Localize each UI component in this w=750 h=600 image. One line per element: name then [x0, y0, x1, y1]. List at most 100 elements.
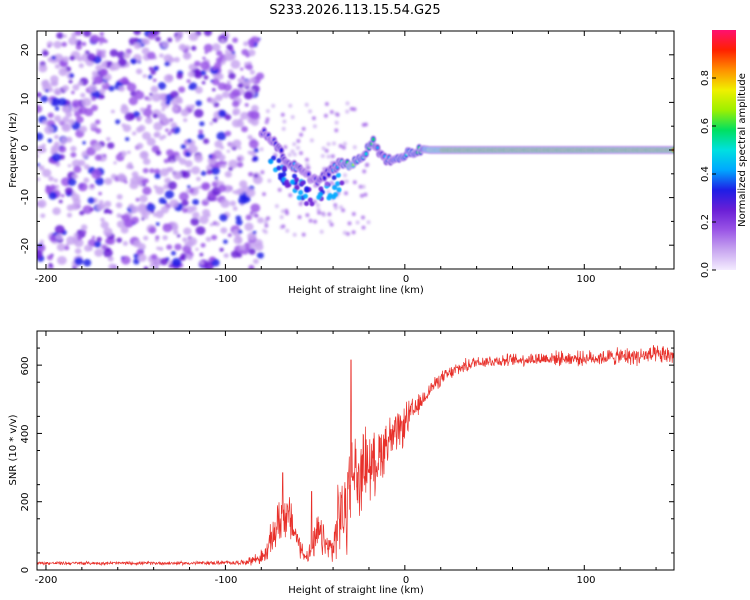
y-tick-label: 0: [20, 567, 31, 573]
noise-blob: [41, 168, 52, 178]
noise-blob: [121, 103, 128, 110]
noise-blob: [212, 43, 221, 52]
noise-blob: [220, 38, 225, 43]
noise-blob: [232, 37, 239, 43]
noise-blob: [133, 258, 140, 265]
noise-blob: [61, 41, 67, 47]
noise-blob: [147, 51, 156, 60]
noise-blob: [72, 84, 80, 91]
noise-blob: [333, 206, 338, 210]
noise-blob: [78, 182, 88, 192]
noise-blob: [281, 224, 286, 229]
noise-blob: [299, 151, 303, 156]
noise-blob: [126, 82, 137, 92]
noise-blob: [44, 125, 54, 135]
noise-blob: [200, 170, 207, 176]
y-tick-label: -20: [20, 238, 31, 254]
noise-blob: [146, 137, 156, 146]
noise-blob: [103, 210, 108, 214]
noise-blob: [305, 162, 310, 167]
noise-blob: [37, 201, 40, 207]
noise-blob: [166, 149, 174, 157]
noise-blob: [135, 68, 143, 75]
noise-blob: [253, 148, 259, 153]
noise-blob: [203, 31, 212, 37]
noise-blob: [100, 221, 109, 229]
noise-blob: [351, 230, 356, 235]
noise-blob: [194, 60, 201, 67]
noise-blob: [281, 209, 285, 214]
ridge-lobe: [333, 192, 338, 198]
noise-blob: [224, 52, 234, 62]
noise-blob: [205, 236, 212, 242]
noise-blob: [251, 104, 259, 113]
noise-blob: [136, 126, 143, 133]
noise-blob: [87, 53, 96, 62]
noise-blob: [138, 203, 147, 211]
noise-blob: [48, 87, 54, 93]
noise-blob: [226, 44, 234, 51]
noise-blob: [113, 161, 117, 165]
noise-blob: [223, 83, 232, 92]
noise-blob: [202, 56, 206, 60]
noise-blob: [91, 170, 102, 179]
ridge-lobe: [339, 180, 345, 186]
noise-blob: [206, 169, 213, 175]
noise-blob: [47, 138, 53, 143]
noise-blob: [173, 225, 179, 230]
noise-blob: [53, 178, 58, 183]
spectrogram-cells: [37, 31, 674, 269]
noise-blob: [237, 161, 244, 168]
noise-blob: [232, 206, 238, 211]
ridge-core: [364, 152, 368, 156]
noise-blob: [159, 53, 164, 58]
noise-blob: [41, 64, 45, 69]
noise-blob: [195, 247, 199, 251]
noise-blob: [139, 107, 145, 113]
noise-blob: [66, 212, 73, 218]
noise-blob: [202, 209, 211, 217]
y-tick-label: 20: [20, 44, 31, 57]
noise-blob: [154, 173, 161, 179]
noise-blob: [71, 90, 75, 95]
noise-blob: [215, 94, 223, 102]
noise-blob: [264, 223, 269, 228]
noise-blob: [165, 100, 171, 105]
noise-blob: [345, 101, 350, 106]
noise-blob: [58, 67, 68, 77]
noise-blob: [211, 234, 218, 241]
noise-blob: [241, 194, 251, 203]
noise-blob: [257, 217, 264, 224]
noise-blob: [184, 160, 193, 168]
noise-blob: [263, 230, 268, 234]
noise-blob: [57, 256, 67, 265]
noise-blob: [223, 161, 227, 165]
noise-blob: [78, 159, 86, 167]
noise-blob: [183, 52, 191, 59]
noise-blob: [219, 160, 225, 165]
noise-blob: [193, 109, 204, 118]
noise-blob: [146, 203, 156, 212]
noise-blob: [70, 145, 77, 152]
noise-blob: [45, 89, 49, 93]
noise-blob: [183, 227, 192, 235]
noise-blob: [250, 203, 261, 213]
noise-blob: [352, 145, 357, 150]
noise-blob: [47, 112, 54, 119]
noise-blob: [179, 192, 189, 201]
noise-blob: [175, 38, 180, 43]
noise-blob: [161, 108, 165, 112]
noise-blob: [305, 157, 309, 162]
noise-blob: [153, 133, 159, 138]
ridge-lobe: [304, 201, 309, 207]
noise-blob: [95, 177, 105, 186]
noise-blob: [211, 66, 217, 71]
x-tick-label: 100: [576, 575, 595, 586]
noise-blob: [186, 79, 191, 83]
noise-blob: [38, 64, 48, 73]
noise-blob: [366, 220, 371, 225]
noise-blob: [176, 73, 183, 80]
noise-blob: [103, 248, 113, 258]
spectrogram-ticks: [37, 31, 674, 269]
noise-blob: [148, 66, 153, 71]
